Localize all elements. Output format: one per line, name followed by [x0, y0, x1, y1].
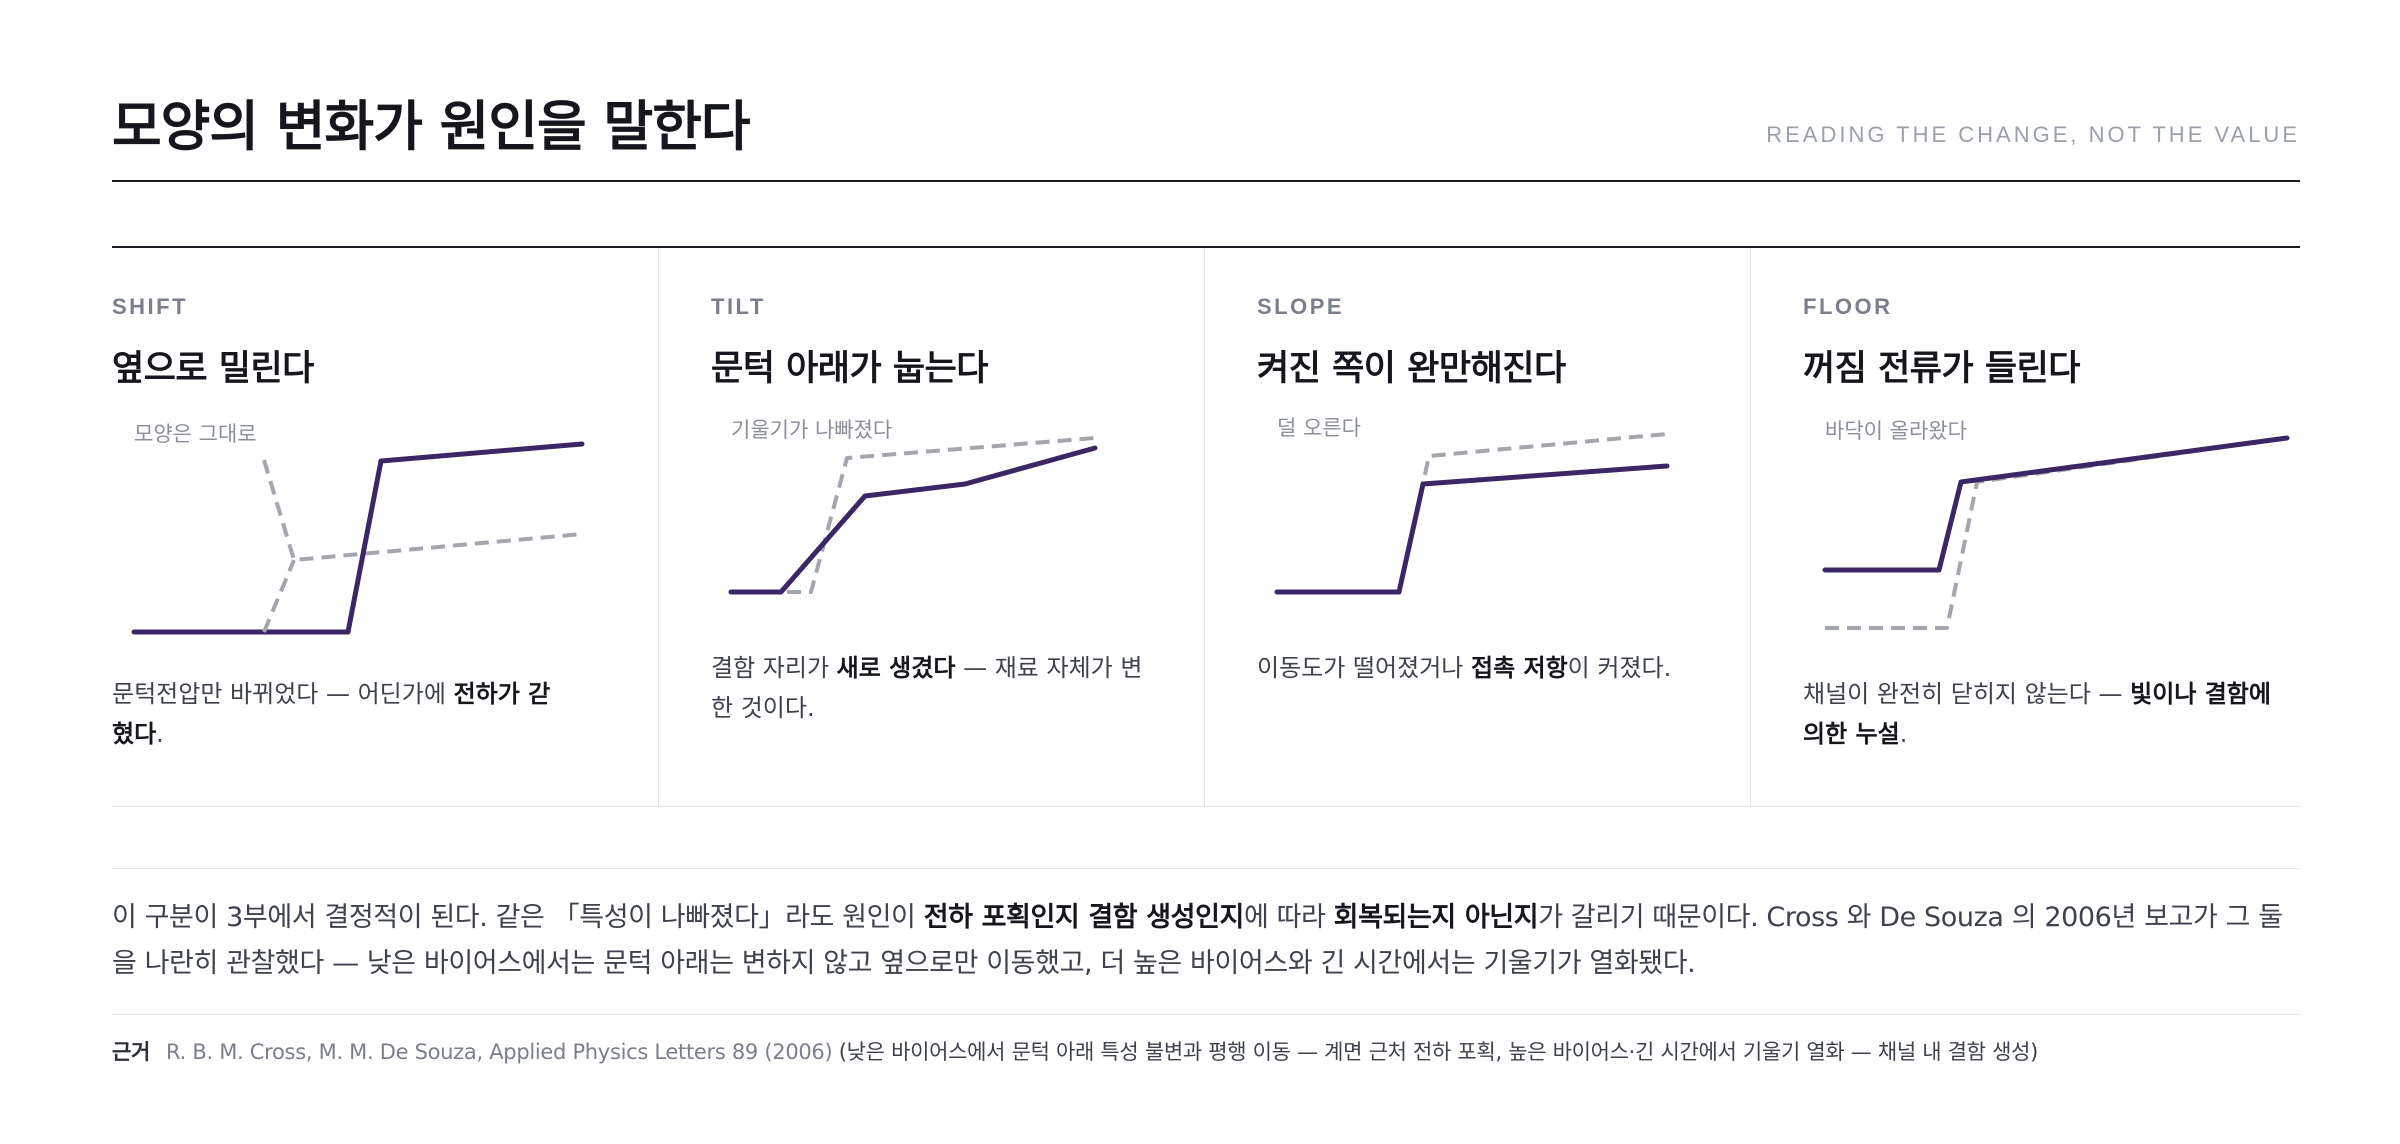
page: 모양의 변화가 원인을 말한다 READING THE CHANGE, NOT …: [112, 0, 2300, 1144]
source-citation: R. B. M. Cross, M. M. De Souza, Applied …: [166, 1040, 833, 1064]
panel-description: 결함 자리가 새로 생겼다 — 재료 자체가 변한 것이다.: [711, 648, 1151, 728]
reference-curve: [1277, 432, 1668, 594]
source-rule: [112, 1014, 2300, 1015]
annotation: 바닥이 올라왔다: [1825, 419, 1967, 443]
desc-text-end: — 재료 자체가 변한 것이다.: [711, 654, 1143, 722]
panel-shift: SHIFT 옆으로 밀린다 모양은 그대로 문턱전압만 바뀌었다 — 어딘가에 …: [112, 248, 658, 806]
panel-floor: FLOOR 꺼짐 전류가 들린다 바닥이 올라왔다 채널이 완전히 닫히지 않는…: [1750, 248, 2301, 806]
panel-title: 꺼짐 전류가 들린다: [1803, 349, 2080, 389]
panel-kicker: SLOPE: [1257, 294, 1345, 319]
panel-kicker: FLOOR: [1803, 294, 1893, 319]
reference-curve: [262, 459, 583, 562]
desc-text: 결함 자리가: [711, 654, 837, 682]
reference-curve: [1825, 436, 2288, 630]
summary-text: 가 갈리기 때문이다. Cross 와 De Souza 의 2006년 보고가…: [112, 902, 2283, 979]
tilt-sketch: 기울기가 나빠졌다: [728, 418, 1098, 595]
desc-text: 이동도가 떨어졌거나: [1257, 654, 1471, 682]
panel-title: 문턱 아래가 눕는다: [711, 349, 988, 389]
desc-emphasis: 빛이나 결함에 의한 누설: [1803, 680, 2271, 748]
measured-curve: [1822, 435, 2290, 573]
desc-text-end: .: [156, 720, 164, 748]
panel-description: 문턱전압만 바뀌었다 — 어딘가에 전하가 갇혔다.: [112, 674, 552, 754]
source-label: 근거: [112, 1040, 151, 1064]
desc-emphasis: 접촉 저항: [1470, 654, 1568, 682]
annotation: 모양은 그대로: [134, 422, 257, 446]
panel-title: 켜진 쪽이 완만해진다: [1257, 349, 1566, 389]
shift-sketch: 모양은 그대로: [131, 422, 585, 635]
panel-grid: SHIFT 옆으로 밀린다 모양은 그대로 문턱전압만 바뀌었다 — 어딘가에 …: [112, 248, 2300, 807]
header-rule: [112, 180, 2300, 182]
desc-emphasis: 새로 생겼다: [836, 654, 956, 682]
summary-paragraph: 이 구분이 3부에서 결정적이 된다. 같은 「특성이 나빠졌다」라도 원인이 …: [112, 895, 2300, 987]
summary-text: 에 따라: [1243, 902, 1334, 933]
slope-sketch: 덜 오른다: [1274, 416, 1670, 595]
floor-sketch: 바닥이 올라왔다: [1822, 419, 2290, 630]
desc-text-end: .: [1899, 720, 1908, 748]
panel-description: 이동도가 떨어졌거나 접촉 저항이 커졌다.: [1257, 648, 1717, 688]
summary-text: 이 구분이 3부에서 결정적이 된다. 같은 「특성이 나빠졌다」라도 원인이: [112, 902, 924, 933]
summary-rule: [112, 868, 2300, 869]
source-note: (낮은 바이어스에서 문턱 아래 특성 불변과 평행 이동 — 계면 근처 전하…: [832, 1040, 2039, 1064]
panel-kicker: SHIFT: [112, 294, 189, 319]
panel-tilt: TILT 문턱 아래가 눕는다 기울기가 나빠졌다 결함 자리가 새로 생겼다 …: [658, 248, 1205, 806]
desc-text-end: 이 커졌다.: [1567, 654, 1672, 682]
panel-slope: SLOPE 켜진 쪽이 완만해진다 덜 오른다 이동도가 떨어졌거나 접촉 저항…: [1204, 248, 1751, 806]
panel-description: 채널이 완전히 닫히지 않는다 — 빛이나 결함에 의한 누설.: [1803, 674, 2293, 754]
panels-rule: [112, 246, 2300, 248]
summary-emphasis: 전하 포획인지 결함 생성인지: [923, 902, 1245, 933]
reference-curve: [787, 436, 1096, 594]
desc-text: 채널이 완전히 닫히지 않는다 —: [1803, 680, 2131, 708]
source-line: 근거 R. B. M. Cross, M. M. De Souza, Applie…: [112, 1036, 2300, 1066]
desc-text: 문턱전압만 바뀌었다 — 어딘가에: [112, 680, 454, 708]
measured-curve: [728, 445, 1098, 595]
annotation: 기울기가 나빠졌다: [731, 418, 892, 442]
summary-emphasis: 회복되는지 아닌지: [1333, 902, 1539, 933]
measured-curve: [131, 441, 585, 635]
measured-curve: [1274, 463, 1670, 595]
panel-title: 옆으로 밀린다: [112, 349, 314, 389]
annotation: 덜 오른다: [1277, 416, 1361, 440]
reference-curve-lower: [262, 559, 296, 633]
page-title: 모양의 변화가 원인을 말한다: [112, 95, 751, 158]
page-subtitle: READING THE CHANGE, NOT THE VALUE: [1766, 122, 2300, 147]
desc-emphasis: 전하가 갇혔다: [112, 680, 551, 748]
panel-kicker: TILT: [711, 294, 766, 319]
